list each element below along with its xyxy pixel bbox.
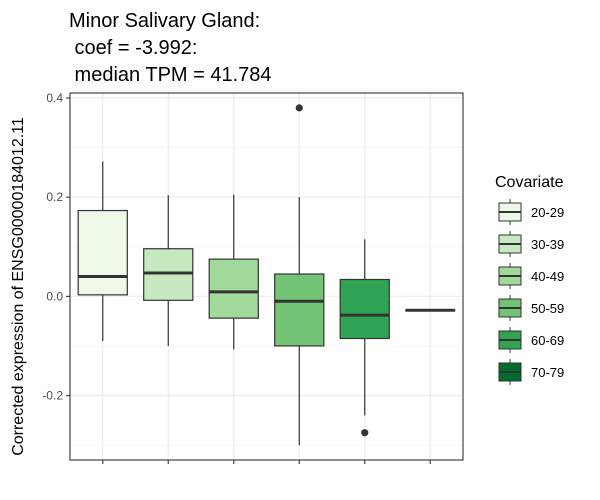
panel-border: [69, 92, 464, 461]
box-50-59: [274, 273, 325, 347]
legend-title: Covariate: [495, 174, 564, 191]
y-tick-label: 0.4: [46, 91, 63, 105]
legend-label-60-69: 60-69: [531, 333, 564, 348]
box-20-29: [77, 209, 128, 296]
chart-title-line: median TPM = 41.784: [69, 64, 272, 86]
y-tick-label: 0.2: [46, 190, 63, 204]
legend-label-40-49: 40-49: [531, 269, 564, 284]
outlier-point: [361, 429, 369, 437]
outlier-point: [295, 104, 303, 112]
box-40-49: [208, 258, 259, 319]
legend-label-70-79: 70-79: [531, 365, 564, 380]
legend-label-20-29: 20-29: [531, 205, 564, 220]
y-tick-label: -0.2: [42, 389, 63, 403]
legend-label-30-39: 30-39: [531, 237, 564, 252]
legend-label-50-59: 50-59: [531, 301, 564, 316]
y-axis-label: Corrected expression of ENSG00000184012.…: [10, 117, 27, 456]
chart-title-line: coef = -3.992:: [69, 37, 197, 59]
chart-title-line: Minor Salivary Gland:: [69, 10, 260, 32]
y-tick-label: 0.0: [46, 289, 63, 303]
box-60-69: [339, 278, 390, 340]
plot-panel: [70, 93, 463, 460]
